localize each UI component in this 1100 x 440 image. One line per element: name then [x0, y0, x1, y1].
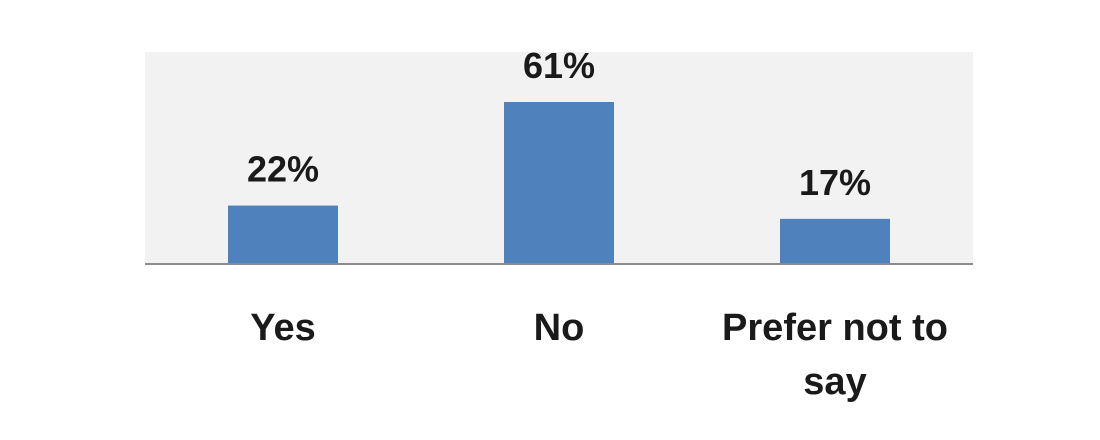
data-label: 17%: [799, 162, 871, 203]
bar-series: [228, 102, 890, 264]
x-tick-label-line: say: [803, 361, 866, 403]
x-tick-label-line: No: [534, 307, 585, 349]
x-tick-label: No: [534, 307, 585, 349]
x-tick-label-line: Yes: [250, 307, 316, 349]
x-tick-label: Yes: [250, 307, 316, 349]
data-labels: 22% 61% 17%: [247, 45, 871, 203]
x-tick-label: Prefer not to say: [722, 307, 948, 403]
bar-no: [504, 102, 614, 264]
x-axis-tick-labels: Yes No Prefer not to say: [250, 307, 948, 403]
data-label: 22%: [247, 149, 319, 190]
bar-prefer-not-to-say: [780, 218, 890, 264]
bar-yes: [228, 205, 338, 264]
x-tick-label-line: Prefer not to: [722, 307, 948, 349]
data-label: 61%: [523, 45, 595, 86]
